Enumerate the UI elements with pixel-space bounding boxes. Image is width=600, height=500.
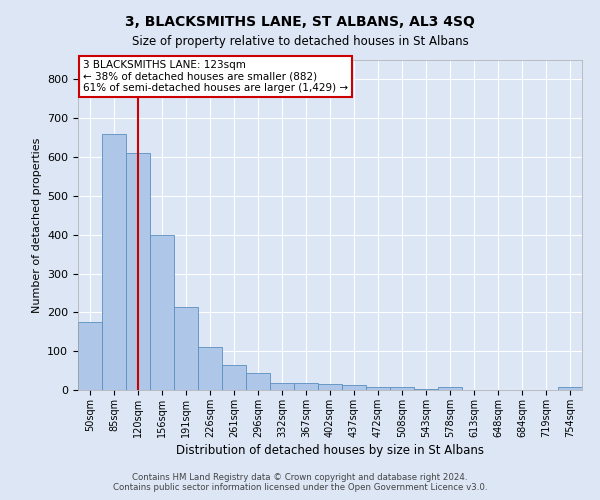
- X-axis label: Distribution of detached houses by size in St Albans: Distribution of detached houses by size …: [176, 444, 484, 457]
- Bar: [246, 372, 270, 390]
- Bar: [174, 306, 198, 390]
- Bar: [414, 389, 438, 390]
- Y-axis label: Number of detached properties: Number of detached properties: [32, 138, 41, 312]
- Bar: [198, 348, 222, 390]
- Bar: [342, 386, 366, 390]
- Bar: [390, 386, 414, 390]
- Bar: [318, 384, 342, 390]
- Bar: [150, 234, 174, 390]
- Text: Contains HM Land Registry data © Crown copyright and database right 2024.
Contai: Contains HM Land Registry data © Crown c…: [113, 473, 487, 492]
- Text: Size of property relative to detached houses in St Albans: Size of property relative to detached ho…: [131, 35, 469, 48]
- Bar: [438, 387, 462, 390]
- Bar: [222, 365, 246, 390]
- Text: 3 BLACKSMITHS LANE: 123sqm
← 38% of detached houses are smaller (882)
61% of sem: 3 BLACKSMITHS LANE: 123sqm ← 38% of deta…: [83, 60, 348, 93]
- Bar: [78, 322, 102, 390]
- Bar: [294, 384, 318, 390]
- Bar: [102, 134, 126, 390]
- Bar: [366, 388, 390, 390]
- Text: 3, BLACKSMITHS LANE, ST ALBANS, AL3 4SQ: 3, BLACKSMITHS LANE, ST ALBANS, AL3 4SQ: [125, 15, 475, 29]
- Bar: [558, 388, 582, 390]
- Bar: [270, 383, 294, 390]
- Bar: [126, 153, 150, 390]
